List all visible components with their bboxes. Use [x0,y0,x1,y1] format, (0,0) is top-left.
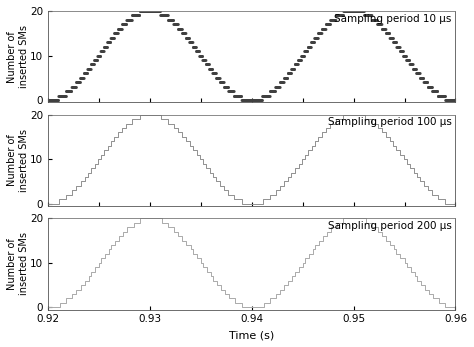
Y-axis label: Number of
inserted SMs: Number of inserted SMs [7,232,28,295]
Y-axis label: Number of
inserted SMs: Number of inserted SMs [7,129,28,192]
Text: Sampling period 10 μs: Sampling period 10 μs [334,14,451,24]
X-axis label: Time (s): Time (s) [229,330,274,340]
Text: Sampling period 100 μs: Sampling period 100 μs [328,117,451,127]
Text: Sampling period 200 μs: Sampling period 200 μs [328,221,451,231]
Y-axis label: Number of
inserted SMs: Number of inserted SMs [7,25,28,88]
